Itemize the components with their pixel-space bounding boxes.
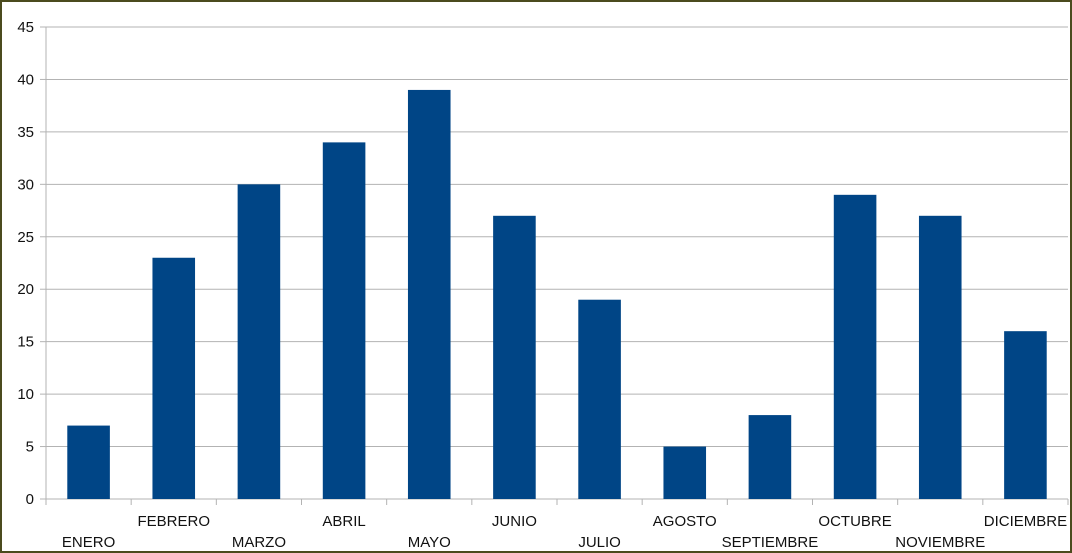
x-tick-label: ENERO bbox=[62, 534, 115, 551]
x-tick-label: SEPTIEMBRE bbox=[722, 534, 819, 551]
y-tick-label: 0 bbox=[26, 491, 34, 508]
x-tick-label: JUNIO bbox=[492, 513, 537, 530]
bar-septiembre bbox=[748, 415, 792, 499]
bar-enero bbox=[67, 425, 110, 499]
bar-abril bbox=[322, 142, 366, 499]
x-tick-label: MAYO bbox=[408, 534, 451, 551]
bar-marzo bbox=[237, 184, 281, 500]
x-tick-label: OCTUBRE bbox=[818, 513, 891, 530]
bar-junio bbox=[493, 215, 536, 500]
y-tick-label: 5 bbox=[26, 439, 34, 456]
y-tick-label: 25 bbox=[17, 229, 34, 246]
x-tick-label: AGOSTO bbox=[653, 513, 717, 530]
x-tick-label: MARZO bbox=[232, 534, 286, 551]
x-tick-label: JULIO bbox=[578, 534, 621, 551]
y-tick-label: 30 bbox=[17, 176, 34, 193]
bar-mayo bbox=[407, 89, 451, 499]
y-tick-label: 15 bbox=[17, 334, 34, 351]
x-tick-label: FEBRERO bbox=[137, 513, 210, 530]
bar-diciembre bbox=[1004, 331, 1047, 499]
bar-agosto bbox=[663, 446, 707, 499]
bar-noviembre bbox=[918, 215, 962, 500]
y-tick-label: 45 bbox=[17, 19, 34, 36]
bar-febrero bbox=[152, 257, 196, 499]
bar-julio bbox=[578, 299, 621, 499]
x-tick-label: DICIEMBRE bbox=[984, 513, 1067, 530]
bar-octubre bbox=[833, 194, 877, 500]
y-tick-label: 10 bbox=[17, 386, 34, 403]
x-tick-label: ABRIL bbox=[322, 513, 365, 530]
y-tick-label: 35 bbox=[17, 124, 34, 141]
y-tick-label: 20 bbox=[17, 281, 34, 298]
y-tick-label: 40 bbox=[17, 71, 34, 88]
x-tick-label: NOVIEMBRE bbox=[895, 534, 985, 551]
